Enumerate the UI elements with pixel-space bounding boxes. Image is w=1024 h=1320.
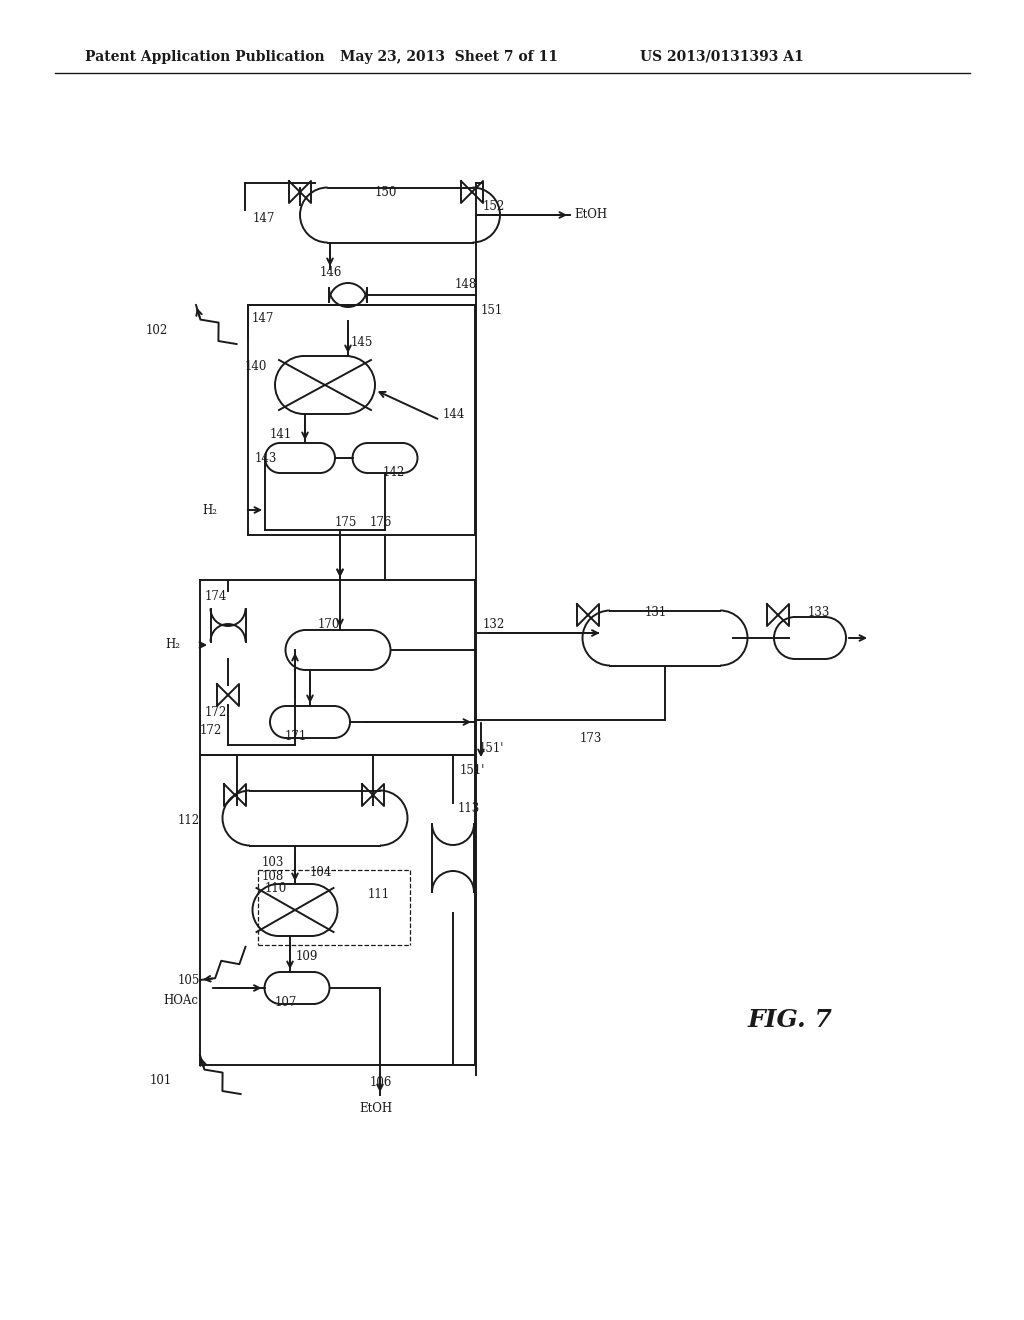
Text: 104: 104	[310, 866, 333, 879]
Text: 144: 144	[443, 408, 465, 421]
Polygon shape	[328, 187, 472, 243]
Text: H₂: H₂	[165, 639, 180, 652]
Polygon shape	[211, 609, 246, 642]
Text: FIG. 7: FIG. 7	[748, 1008, 833, 1032]
Polygon shape	[329, 288, 367, 302]
Text: H₂: H₂	[203, 503, 217, 516]
Text: May 23, 2013  Sheet 7 of 11: May 23, 2013 Sheet 7 of 11	[340, 50, 558, 63]
Polygon shape	[286, 706, 334, 738]
Text: 172: 172	[205, 705, 227, 718]
Text: 151: 151	[481, 304, 503, 317]
Polygon shape	[432, 824, 474, 892]
Text: 172: 172	[200, 723, 222, 737]
Text: 113: 113	[458, 801, 480, 814]
Text: 133: 133	[808, 606, 830, 619]
Text: 171: 171	[285, 730, 307, 743]
Polygon shape	[795, 616, 825, 659]
Polygon shape	[305, 630, 371, 671]
Polygon shape	[250, 791, 380, 846]
Text: 151': 151'	[460, 763, 485, 776]
Text: 176: 176	[370, 516, 392, 528]
Polygon shape	[610, 610, 720, 665]
Polygon shape	[280, 444, 319, 473]
Polygon shape	[368, 444, 402, 473]
Text: 101: 101	[150, 1073, 172, 1086]
Text: 111: 111	[368, 888, 390, 902]
Text: 150: 150	[375, 186, 397, 198]
Text: 175: 175	[335, 516, 357, 528]
Text: 106: 106	[370, 1077, 392, 1089]
Text: 142: 142	[383, 466, 406, 479]
Text: US 2013/0131393 A1: US 2013/0131393 A1	[640, 50, 804, 63]
Text: 132: 132	[483, 619, 505, 631]
Text: 170: 170	[318, 619, 340, 631]
Text: 109: 109	[296, 950, 318, 964]
Text: 146: 146	[319, 265, 342, 279]
Text: 143: 143	[255, 451, 278, 465]
Text: 145: 145	[351, 335, 374, 348]
Text: 103: 103	[262, 855, 285, 869]
Text: 173: 173	[580, 731, 602, 744]
Text: 147: 147	[252, 312, 274, 325]
Polygon shape	[281, 972, 313, 1005]
Text: 148: 148	[455, 279, 477, 292]
Polygon shape	[279, 884, 311, 936]
Text: HOAc: HOAc	[163, 994, 198, 1006]
Polygon shape	[304, 356, 346, 414]
Text: 131: 131	[645, 606, 668, 619]
Text: 147: 147	[253, 211, 275, 224]
Text: 110: 110	[265, 882, 288, 895]
Text: 151': 151'	[479, 742, 505, 755]
Text: 174: 174	[205, 590, 227, 602]
Text: EtOH: EtOH	[574, 209, 607, 222]
Text: Patent Application Publication: Patent Application Publication	[85, 50, 325, 63]
Text: 112: 112	[178, 813, 200, 826]
Text: 152: 152	[483, 201, 505, 214]
Text: 107: 107	[275, 997, 297, 1010]
Text: 108: 108	[262, 870, 285, 883]
Text: 105: 105	[177, 974, 200, 986]
Text: 140: 140	[245, 360, 267, 374]
Text: 141: 141	[270, 429, 292, 441]
Text: 102: 102	[145, 323, 168, 337]
Text: EtOH: EtOH	[359, 1101, 392, 1114]
